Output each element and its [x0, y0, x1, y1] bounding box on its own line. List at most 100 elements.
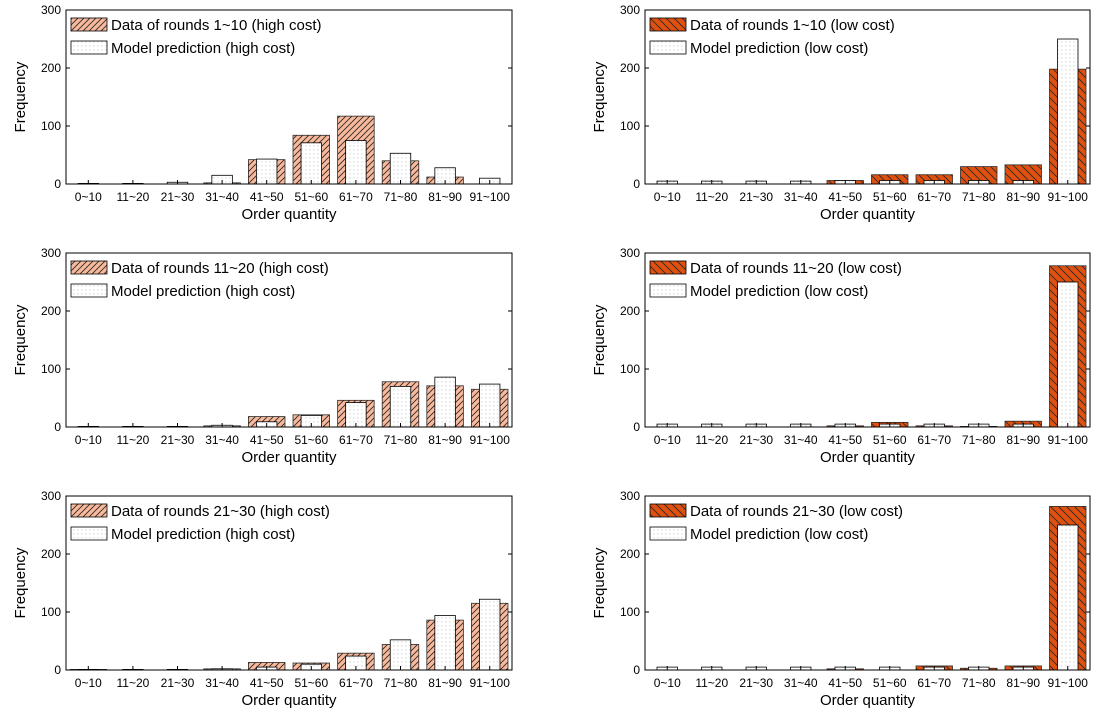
x-tick-label: 51~60 [294, 433, 328, 447]
x-tick-label: 11~20 [695, 676, 728, 690]
chart-panel: 0 100 200 300 0~10 11~20 21~30 31~40 41~50 51~60 6… [591, 246, 1090, 466]
y-tick-label: 200 [620, 304, 640, 318]
x-axis-title: Order quantity [820, 692, 916, 709]
y-tick-label: 200 [620, 547, 640, 561]
legend-swatch [71, 18, 107, 31]
legend-swatch [71, 284, 107, 297]
prediction-bar [301, 143, 322, 184]
legend-label: Model prediction (high cost) [111, 283, 295, 300]
x-tick-label: 61~70 [339, 676, 373, 690]
y-axis-title: Frequency [12, 61, 29, 132]
legend-label: Model prediction (high cost) [111, 40, 295, 57]
legend-swatch [71, 504, 107, 517]
x-tick-label: 51~60 [294, 676, 328, 690]
prediction-bar [1058, 525, 1078, 670]
x-axis-title: Order quantity [820, 449, 916, 466]
y-axis-title: Frequency [591, 61, 608, 132]
legend-swatch [650, 284, 686, 297]
legend-swatch [650, 18, 686, 31]
x-tick-label: 61~70 [339, 190, 373, 204]
y-tick-label: 300 [41, 3, 61, 17]
legend-label: Model prediction (high cost) [111, 526, 295, 543]
x-tick-label: 91~100 [1048, 433, 1089, 447]
charts-root: 0 100 200 300 0~10 11~20 21~30 31~40 41~50 51~60 6… [12, 3, 1090, 709]
x-tick-label: 31~40 [205, 676, 239, 690]
x-tick-label: 91~100 [470, 676, 511, 690]
x-tick-label: 51~60 [873, 433, 907, 447]
x-tick-label: 71~80 [962, 676, 996, 690]
chart-panel: 0 100 200 300 0~10 11~20 21~30 31~40 41~50 51~60 6… [591, 489, 1090, 709]
x-tick-label: 0~10 [75, 190, 102, 204]
x-tick-label: 41~50 [250, 433, 284, 447]
legend-swatch [71, 41, 107, 54]
x-tick-label: 91~100 [470, 433, 511, 447]
prediction-bar [435, 615, 456, 670]
prediction-bar [1058, 39, 1078, 184]
legend-swatch [71, 261, 107, 274]
prediction-bar [346, 141, 367, 185]
y-tick-label: 100 [41, 605, 61, 619]
x-axis-title: Order quantity [820, 206, 916, 223]
chart-panel: 0 100 200 300 0~10 11~20 21~30 31~40 41~50 51~60 6… [12, 246, 512, 466]
x-tick-label: 51~60 [873, 676, 907, 690]
x-tick-label: 21~30 [161, 190, 195, 204]
legend-swatch [650, 41, 686, 54]
x-tick-label: 21~30 [739, 676, 773, 690]
y-axis-title: Frequency [12, 304, 29, 375]
legend-swatch [71, 527, 107, 540]
y-axis-title: Frequency [12, 547, 29, 618]
legend-label: Model prediction (low cost) [690, 40, 868, 57]
prediction-bar [390, 386, 411, 427]
x-tick-label: 71~80 [384, 190, 418, 204]
prediction-bar [1058, 282, 1078, 427]
y-tick-label: 200 [620, 61, 640, 75]
x-tick-label: 11~20 [116, 190, 149, 204]
plot-frame [66, 10, 512, 184]
x-tick-label: 81~90 [428, 676, 462, 690]
y-tick-label: 100 [620, 605, 640, 619]
legend: Data of rounds 21~30 (high cost)Model pr… [71, 503, 330, 543]
prediction-bar [479, 599, 500, 670]
x-tick-label: 71~80 [962, 433, 996, 447]
x-axis-title: Order quantity [241, 449, 337, 466]
x-tick-label: 31~40 [784, 433, 818, 447]
x-tick-label: 71~80 [962, 190, 996, 204]
x-tick-label: 41~50 [250, 190, 284, 204]
chart-panel: 0 100 200 300 0~10 11~20 21~30 31~40 41~50 51~60 6… [591, 3, 1090, 223]
y-tick-label: 100 [620, 362, 640, 376]
x-axis-title: Order quantity [241, 692, 337, 709]
legend: Data of rounds 21~30 (low cost) Model pre… [650, 503, 903, 543]
x-tick-label: 81~90 [1006, 676, 1040, 690]
y-tick-label: 0 [54, 420, 61, 434]
plot-frame [645, 253, 1090, 427]
y-tick-label: 0 [633, 420, 640, 434]
x-tick-label: 31~40 [784, 676, 818, 690]
x-tick-label: 11~20 [116, 676, 149, 690]
y-tick-label: 100 [41, 119, 61, 133]
legend: Data of rounds 1~10 (high cost) Model pre… [71, 17, 322, 57]
x-tick-label: 91~100 [470, 190, 511, 204]
plot-frame [645, 496, 1090, 670]
prediction-bar [390, 153, 411, 184]
x-tick-label: 21~30 [161, 676, 195, 690]
x-tick-label: 41~50 [828, 433, 862, 447]
y-axis-title: Frequency [591, 304, 608, 375]
legend: Data of rounds 11~20 (high cost) Model pr… [71, 260, 329, 300]
legend-label: Model prediction (low cost) [690, 283, 868, 300]
y-tick-label: 200 [41, 304, 61, 318]
x-tick-label: 61~70 [917, 433, 951, 447]
x-tick-label: 61~70 [339, 433, 373, 447]
y-tick-label: 300 [620, 3, 640, 17]
x-tick-label: 0~10 [75, 433, 102, 447]
x-tick-label: 41~50 [828, 676, 862, 690]
chart-panel: 0 100 200 300 0~10 11~20 21~30 31~40 41~50 51~60 6… [12, 489, 512, 709]
plot-frame [645, 10, 1090, 184]
legend-label: Data of rounds 1~10 (high cost) [111, 17, 322, 34]
x-axis-title: Order quantity [241, 206, 337, 223]
y-tick-label: 0 [633, 177, 640, 191]
x-tick-label: 51~60 [294, 190, 328, 204]
x-tick-label: 61~70 [917, 190, 951, 204]
x-tick-label: 81~90 [428, 190, 462, 204]
prediction-bar [435, 377, 456, 427]
